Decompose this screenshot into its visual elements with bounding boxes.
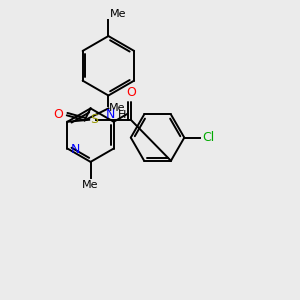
Text: N: N	[106, 108, 115, 122]
Text: H: H	[118, 110, 127, 120]
Text: O: O	[53, 108, 63, 121]
Text: Me: Me	[82, 180, 99, 190]
Text: Me: Me	[110, 9, 126, 19]
Text: O: O	[126, 86, 136, 99]
Text: Me: Me	[109, 103, 125, 113]
Text: S: S	[90, 113, 98, 126]
Text: Cl: Cl	[202, 131, 214, 144]
Text: N: N	[70, 143, 80, 156]
